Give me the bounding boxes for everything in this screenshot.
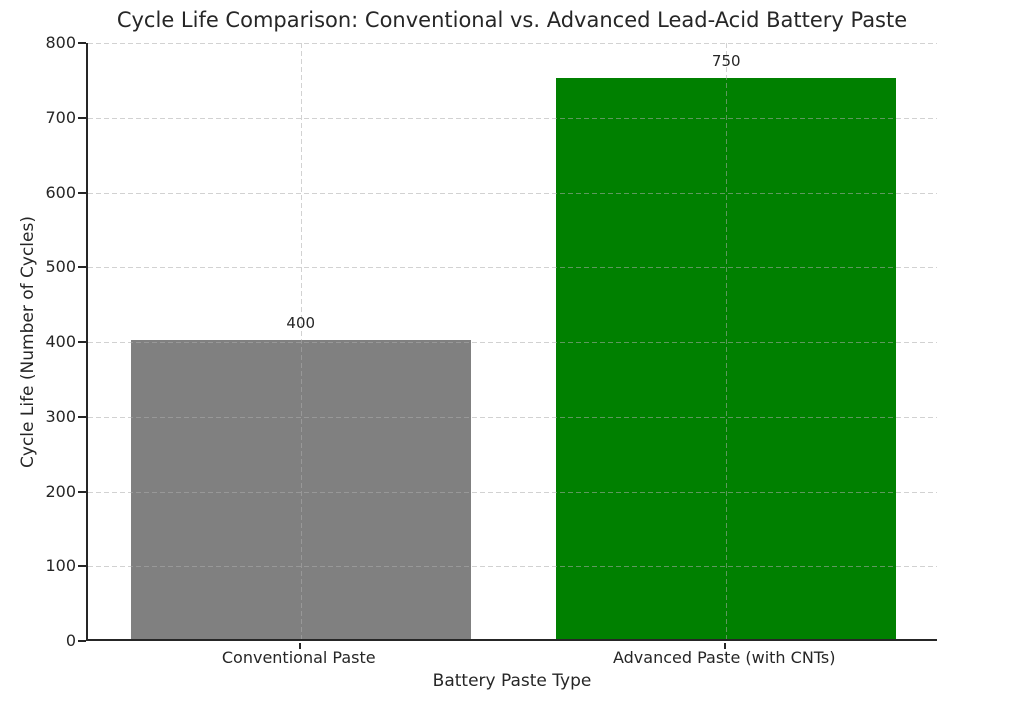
y-tick-label: 200 xyxy=(45,482,76,501)
y-tick-label: 700 xyxy=(45,108,76,127)
y-tick-mark xyxy=(78,117,86,119)
x-tick-mark xyxy=(724,643,726,649)
y-tick-label: 600 xyxy=(45,183,76,202)
x-tick-mark xyxy=(299,643,301,649)
y-tick-mark xyxy=(78,42,86,44)
y-tick-mark xyxy=(78,640,86,642)
y-tick-label: 0 xyxy=(65,631,76,650)
horizontal-gridline xyxy=(88,43,937,44)
plot-area: 400 750 xyxy=(86,43,937,641)
y-tick-mark xyxy=(78,491,86,493)
y-tick-label: 400 xyxy=(45,332,76,351)
horizontal-gridline xyxy=(88,118,937,119)
y-tick-mark xyxy=(78,565,86,567)
horizontal-gridline xyxy=(88,492,937,493)
vertical-gridline xyxy=(726,43,727,639)
bar-conventional-paste xyxy=(130,340,471,639)
horizontal-gridline xyxy=(88,267,937,268)
horizontal-gridline xyxy=(88,417,937,418)
y-tick-label: 100 xyxy=(45,556,76,575)
x-axis-label: Battery Paste Type xyxy=(432,671,592,691)
horizontal-gridline xyxy=(88,193,937,194)
horizontal-gridline xyxy=(88,342,937,343)
bar-value-label: 400 xyxy=(286,314,316,332)
y-tick-label: 800 xyxy=(45,33,76,52)
horizontal-gridline xyxy=(88,566,937,567)
vertical-gridline xyxy=(301,43,302,639)
y-tick-label: 300 xyxy=(45,407,76,426)
y-tick-mark xyxy=(78,192,86,194)
x-tick-label: Conventional Paste xyxy=(221,648,376,667)
y-tick-mark xyxy=(78,341,86,343)
y-tick-mark xyxy=(78,266,86,268)
bar-value-label: 750 xyxy=(711,52,741,71)
y-tick-mark xyxy=(78,416,86,418)
x-tick-label: Advanced Paste (with CNTs) xyxy=(612,648,836,667)
chart-title: Cycle Life Comparison: Conventional vs. … xyxy=(116,8,908,32)
y-tick-label: 500 xyxy=(45,257,76,276)
